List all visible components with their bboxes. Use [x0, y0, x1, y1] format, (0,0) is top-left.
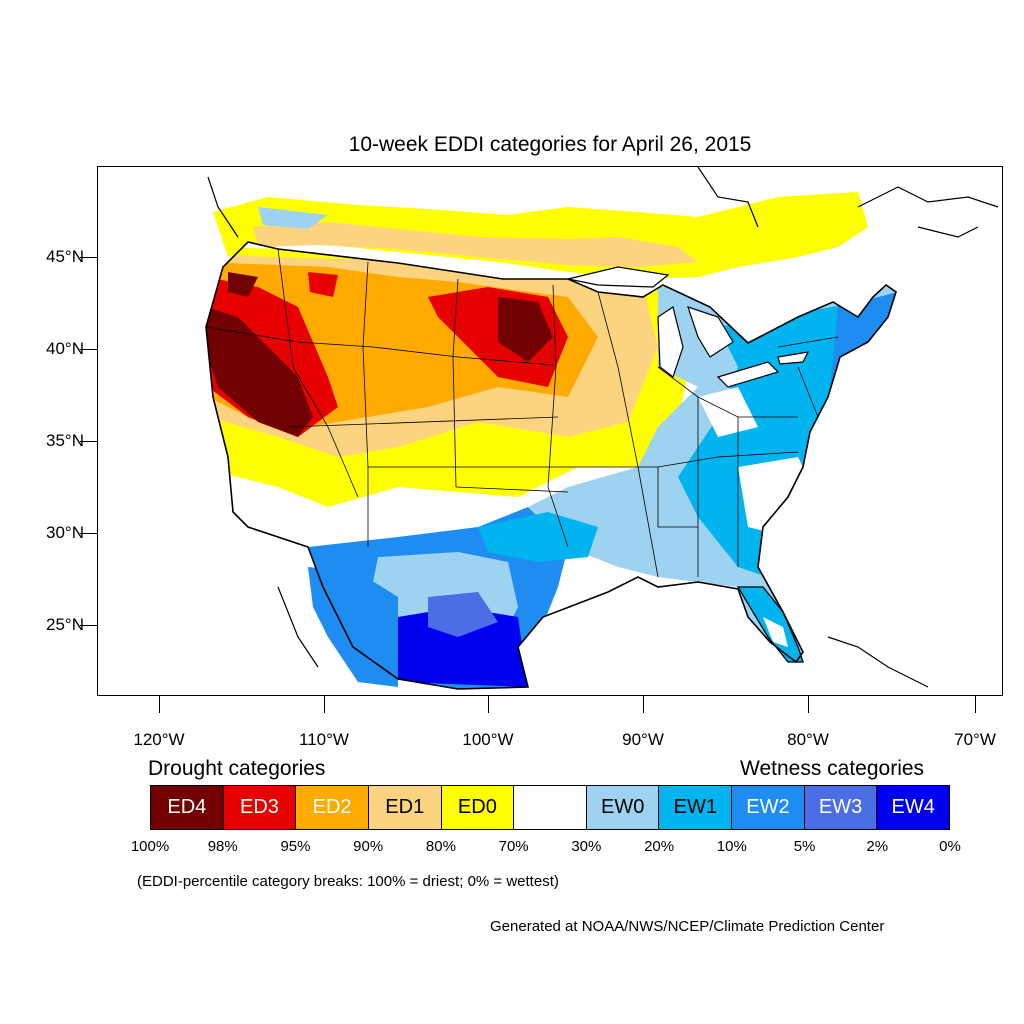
percentile-break-label: 100%	[130, 838, 170, 855]
lat-tick	[80, 257, 97, 259]
swatch-ed2: ED2	[296, 786, 369, 829]
percentile-break-label: 80%	[425, 838, 456, 855]
percentile-break-label: 2%	[866, 838, 889, 855]
lat-tick	[80, 441, 97, 443]
lat-label-40: 40°N	[46, 339, 84, 358]
lon-tick	[324, 696, 326, 713]
lon-tick	[159, 696, 161, 713]
lat-tick	[80, 625, 97, 627]
lat-label-30: 30°N	[46, 523, 84, 542]
swatch-ed4: ED4	[151, 786, 224, 829]
lon-label-80w: 80°W	[787, 730, 829, 749]
category-color-bar: ED4 ED3 ED2 ED1 ED0 EW0 EW1 EW2 EW3 EW4	[150, 785, 950, 830]
percentile-break-label: 98%	[207, 838, 238, 855]
lat-tick	[80, 533, 97, 535]
lon-label-110w: 110°W	[299, 730, 349, 749]
lat-label-45: 45°N	[46, 247, 84, 266]
lon-tick	[975, 696, 977, 713]
percentile-break-label: 70%	[498, 838, 529, 855]
lat-label-25: 25°N	[46, 615, 84, 634]
percentile-break-label: 5%	[793, 838, 816, 855]
swatch-ew1: EW1	[659, 786, 733, 829]
swatch-ed3: ED3	[223, 786, 297, 829]
percentile-break-label: 95%	[280, 838, 311, 855]
map-title: 10-week EDDI categories for April 26, 20…	[348, 133, 752, 156]
swatch-ew2: EW2	[732, 786, 805, 829]
lon-label-90w: 90°W	[622, 730, 664, 749]
generation-credit: Generated at NOAA/NWS/NCEP/Climate Predi…	[490, 918, 885, 935]
map-panel	[97, 166, 1003, 696]
lon-tick	[808, 696, 810, 713]
swatch-ew0: EW0	[586, 786, 660, 829]
lon-tick	[643, 696, 645, 713]
lon-label-70w: 70°W	[954, 730, 996, 749]
conus-eddi-map	[98, 167, 1002, 695]
swatch-ed1: ED1	[368, 786, 442, 829]
category-breaks-note: (EDDI-percentile category breaks: 100% =…	[137, 873, 559, 890]
lon-tick	[488, 696, 490, 713]
percentile-break-label: 0%	[939, 838, 961, 855]
percentile-break-label: 20%	[644, 838, 675, 855]
lon-label-120w: 120°W	[133, 730, 185, 749]
swatch-ew4: EW4	[877, 786, 950, 829]
percentile-break-label: 10%	[716, 838, 747, 855]
wetness-categories-heading: Wetness categories	[740, 757, 925, 780]
swatch-normal	[514, 786, 587, 829]
percentile-break-label: 30%	[571, 838, 602, 855]
drought-categories-heading: Drought categories	[148, 757, 326, 780]
lat-label-35: 35°N	[46, 431, 84, 450]
swatch-ed0: ED0	[441, 786, 515, 829]
lat-tick	[80, 349, 97, 351]
percentile-break-label: 90%	[353, 838, 384, 855]
lon-label-100w: 100°W	[462, 730, 514, 749]
swatch-ew3: EW3	[804, 786, 878, 829]
